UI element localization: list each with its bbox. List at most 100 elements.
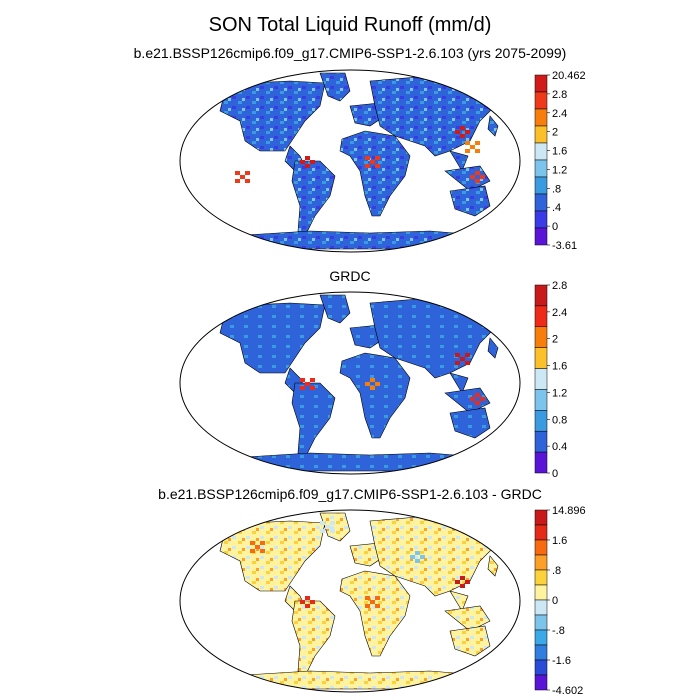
hotspot-cell: [465, 141, 470, 145]
hotspot-cell: [260, 541, 265, 545]
colorbar-segment: [534, 142, 548, 161]
colorbar-segment: [534, 347, 548, 369]
hotspot-cell: [330, 521, 335, 525]
land-region-10: [449, 625, 491, 657]
land-region-6: [339, 352, 411, 439]
colorbar-1: 20.462 2.8 2.4 2 1.6 1.2 .8 .4 0 -3.61: [534, 70, 586, 252]
hotspot-cell: [455, 353, 460, 357]
colorbar-tick-label: 2.4: [552, 108, 567, 120]
colorbar-tick-label: .4: [552, 202, 561, 214]
colorbar-tick-label: 0: [552, 221, 558, 233]
colorbar-segment: [534, 524, 548, 541]
hotspot-cell: [300, 378, 305, 382]
colorbar-tick-label: 1.6: [552, 361, 567, 373]
land-region-10: [449, 407, 491, 439]
colorbar-segment: [534, 159, 548, 178]
hotspot-cell: [365, 164, 370, 168]
hotspot-cell: [460, 357, 465, 361]
colorbar-segment: [534, 614, 548, 631]
land-region-4: [319, 512, 351, 542]
colorbar-tick-label: 0: [552, 595, 558, 607]
land-region-1: [219, 302, 326, 374]
hotspot-cell: [240, 175, 245, 179]
hotspot-cell: [260, 549, 265, 553]
colorbar-segment: [534, 674, 548, 691]
colorbar-tick-label: 2.8: [552, 89, 567, 101]
hotspot-cell: [365, 604, 370, 608]
hotspot-cell: [235, 179, 240, 183]
hotspot-cell: [305, 156, 310, 160]
hotspot-cell: [375, 156, 380, 160]
colorbar-2: 2.8 2.4 2 1.6 1.2 0.8 0.4 0: [534, 280, 567, 480]
colorbar-segment: [534, 125, 548, 144]
hotspot-cell: [370, 600, 375, 604]
hotspot-cell: [415, 559, 420, 563]
colorbar-tick-label: -.8: [552, 625, 565, 637]
hotspot-cell: [370, 378, 375, 382]
hotspot-cell: [330, 529, 335, 533]
hotspot-cell: [460, 584, 465, 588]
colorbar-segment: [534, 210, 548, 229]
map-panel-2: [179, 291, 521, 475]
colorbar-segment: [534, 176, 548, 195]
hotspot-cell: [465, 149, 470, 153]
hotspot-cell: [250, 549, 255, 553]
colorbar-segment: [534, 227, 548, 246]
land-region-11: [487, 115, 499, 137]
hotspot-cell: [320, 529, 325, 533]
hotspot-cell: [255, 545, 260, 549]
hotspot-cell: [480, 175, 485, 179]
colorbar-segment: [534, 91, 548, 110]
panel-2-title: GRDC: [329, 268, 371, 284]
land-region-6: [339, 570, 411, 657]
colorbar-segment: [534, 509, 548, 526]
hotspot-cell: [310, 160, 315, 164]
hotspot-cell: [465, 361, 470, 365]
land-region-8: [449, 150, 469, 172]
colorbar-segment: [534, 389, 548, 411]
hotspot-cell: [420, 555, 425, 559]
hotspot-cell: [470, 175, 475, 179]
hotspot-cell: [465, 130, 470, 134]
hotspot-cell: [475, 401, 480, 405]
colorbar-segment: [534, 644, 548, 661]
hotspot-cell: [455, 361, 460, 365]
land-region-6: [339, 130, 411, 217]
colorbar-segment: [534, 305, 548, 328]
hotspot-cell: [305, 164, 310, 168]
colorbar-segment: [534, 326, 548, 348]
map-border-3: [179, 509, 521, 693]
hotspot-cell: [460, 576, 465, 580]
colorbar-segment: [534, 659, 548, 676]
colorbar-segment: [534, 599, 548, 616]
hotspot-cell: [455, 580, 460, 584]
land-region-3: [291, 160, 336, 237]
hotspot-cell: [475, 149, 480, 153]
colorbar-segment: [534, 193, 548, 212]
land-region-1: [219, 520, 326, 592]
land-region-8: [449, 372, 469, 394]
colorbar-tick-label: -4.602: [552, 685, 583, 697]
panel-3-title: b.e21.BSSP126cmip6.f09_g17.CMIP6-SSP1-2.…: [158, 486, 542, 502]
hotspot-cell: [300, 160, 305, 164]
hotspot-cell: [245, 171, 250, 175]
panel-1-title: b.e21.BSSP126cmip6.f09_g17.CMIP6-SSP1-2.…: [133, 45, 567, 61]
hotspot-cell: [365, 156, 370, 160]
colorbar-tick-label: 0: [552, 468, 558, 480]
colorbar-segment: [534, 410, 548, 432]
colorbar-tick-label: 0.4: [552, 441, 567, 453]
map-border-2: [179, 291, 521, 475]
colorbar-segment: [534, 629, 548, 646]
hotspot-cell: [465, 580, 470, 584]
colorbar-tick-label: 20.462: [552, 70, 586, 82]
land-region-8: [449, 590, 469, 612]
hotspot-cell: [375, 604, 380, 608]
hotspot-cell: [475, 141, 480, 145]
hotspot-cell: [475, 393, 480, 397]
hotspot-cell: [460, 134, 465, 138]
hotspot-cell: [305, 382, 310, 386]
hotspot-cell: [370, 386, 375, 390]
hotspot-cell: [245, 179, 250, 183]
hotspot-cell: [475, 171, 480, 175]
